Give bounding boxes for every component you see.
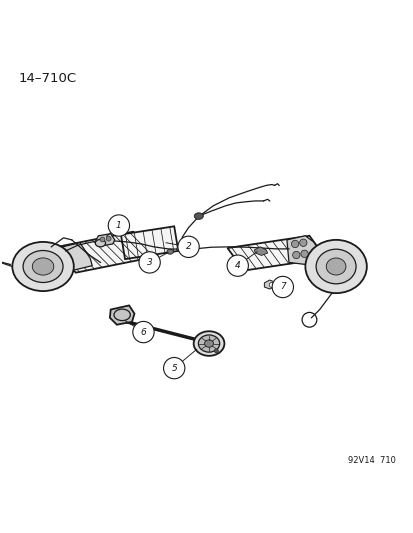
Ellipse shape <box>95 239 105 247</box>
Ellipse shape <box>166 249 173 254</box>
Ellipse shape <box>198 335 219 352</box>
Text: 7: 7 <box>279 282 285 292</box>
Polygon shape <box>51 232 157 273</box>
Ellipse shape <box>325 258 345 275</box>
Polygon shape <box>95 233 114 246</box>
Ellipse shape <box>32 258 54 275</box>
Ellipse shape <box>176 247 184 252</box>
Ellipse shape <box>305 240 366 293</box>
Polygon shape <box>57 243 92 271</box>
Text: 4: 4 <box>234 261 240 270</box>
Circle shape <box>139 252 160 273</box>
Circle shape <box>178 236 199 257</box>
Text: 3: 3 <box>146 258 152 267</box>
Polygon shape <box>121 227 178 259</box>
Polygon shape <box>264 280 273 289</box>
Text: 14–710C: 14–710C <box>19 72 76 85</box>
Circle shape <box>300 250 308 257</box>
Circle shape <box>163 358 185 379</box>
Circle shape <box>292 252 299 259</box>
Circle shape <box>108 215 129 236</box>
Ellipse shape <box>204 340 213 347</box>
Ellipse shape <box>12 242 74 291</box>
Text: 2: 2 <box>185 243 191 252</box>
Polygon shape <box>227 236 325 271</box>
Polygon shape <box>254 247 267 255</box>
Text: 6: 6 <box>140 328 146 336</box>
Ellipse shape <box>194 213 203 220</box>
Ellipse shape <box>316 249 355 284</box>
Circle shape <box>214 349 218 353</box>
Circle shape <box>106 236 111 241</box>
Circle shape <box>133 321 154 343</box>
Ellipse shape <box>23 251 63 282</box>
Circle shape <box>291 240 298 248</box>
Circle shape <box>227 255 248 276</box>
Circle shape <box>271 276 293 297</box>
Circle shape <box>299 239 306 246</box>
Text: 92V14  710: 92V14 710 <box>347 456 394 465</box>
Circle shape <box>100 237 105 242</box>
Text: 1: 1 <box>116 221 121 230</box>
Polygon shape <box>109 305 134 325</box>
Ellipse shape <box>193 331 224 356</box>
Circle shape <box>268 282 273 287</box>
Polygon shape <box>286 236 319 264</box>
Text: 5: 5 <box>171 364 177 373</box>
